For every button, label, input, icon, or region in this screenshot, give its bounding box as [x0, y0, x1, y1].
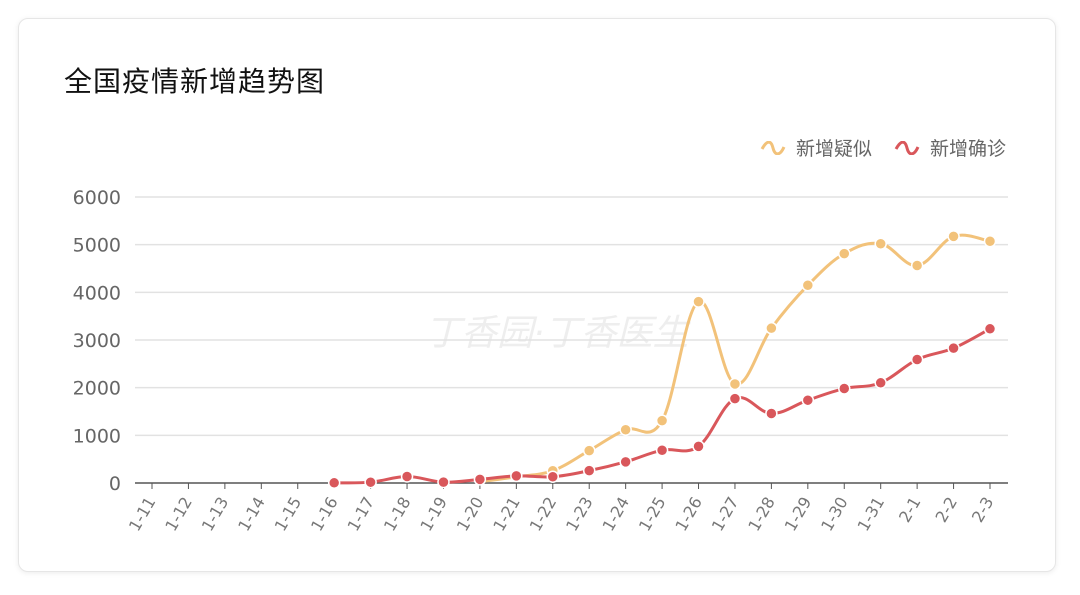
watermark: 丁香园·丁香医生	[425, 313, 691, 354]
data-point	[728, 392, 742, 405]
data-point	[364, 475, 377, 489]
x-tick-label: 1-12	[161, 494, 196, 535]
y-tick-label: 3000	[73, 330, 121, 352]
y-tick-label: 2000	[73, 378, 121, 400]
x-tick-label: 2-3	[968, 494, 998, 526]
data-point	[910, 353, 924, 366]
data-point	[838, 247, 851, 260]
data-point	[619, 423, 632, 436]
data-point	[582, 464, 596, 477]
data-point	[437, 475, 450, 489]
x-tick-label: 1-22	[526, 494, 561, 535]
data-point	[947, 341, 960, 355]
x-tick-label: 1-14	[234, 494, 269, 535]
y-tick-label: 4000	[73, 282, 121, 304]
data-point	[400, 470, 414, 483]
x-tick-label: 1-20	[453, 494, 488, 535]
x-tick-label: 1-13	[198, 494, 233, 535]
x-tick-label: 1-19	[416, 494, 451, 535]
legend-label: 新增确诊	[929, 138, 1006, 160]
data-point	[728, 377, 742, 391]
data-point	[765, 321, 778, 335]
data-point	[473, 473, 487, 486]
data-point	[582, 444, 596, 457]
y-tick-label: 0	[109, 473, 121, 495]
chart-card	[18, 18, 1056, 572]
x-tick-label: 1-29	[781, 494, 816, 535]
x-tick-label: 1-27	[708, 494, 743, 535]
data-point	[765, 407, 778, 420]
legend: 新增疑似 新增确诊	[760, 134, 1006, 161]
x-tick-label: 2-1	[895, 494, 925, 526]
x-tick-label: 1-18	[380, 494, 415, 535]
x-tick-label: 1-11	[125, 494, 160, 535]
series-line-suspected	[479, 233, 991, 484]
y-tick-label: 6000	[73, 187, 121, 209]
x-tick-label: 1-24	[599, 494, 634, 535]
data-point	[327, 476, 341, 490]
x-tick-label: 1-23	[562, 494, 597, 535]
legend-label: 新增疑似	[795, 138, 872, 160]
x-tick-label: 1-21	[489, 494, 524, 535]
chart-title: 全国疫情新增趋势图	[64, 65, 326, 98]
data-point	[910, 259, 924, 272]
data-point	[874, 376, 887, 390]
data-point	[655, 443, 669, 457]
x-tick-label: 1-28	[744, 494, 779, 535]
data-point	[947, 230, 960, 243]
x-tick-label: 1-26	[671, 494, 706, 535]
data-point	[619, 455, 632, 469]
x-tick-label: 2-2	[932, 494, 962, 526]
data-point	[983, 322, 997, 336]
data-point	[801, 393, 815, 407]
x-tick-label: 1-31	[854, 494, 889, 535]
data-point	[838, 382, 851, 395]
x-tick-label: 1-30	[817, 494, 852, 535]
x-tick-label: 1-17	[343, 494, 378, 535]
data-point	[983, 234, 997, 248]
legend-wave-icon	[894, 140, 920, 155]
legend-wave-icon	[760, 140, 786, 155]
x-tick-label: 1-15	[271, 494, 306, 535]
y-tick-label: 5000	[73, 235, 121, 257]
data-point	[874, 237, 887, 251]
legend-item-confirmed[interactable]: 新增确诊	[894, 134, 1006, 161]
data-point	[692, 440, 705, 453]
data-point	[546, 470, 560, 484]
data-point	[510, 469, 523, 483]
data-point	[801, 279, 815, 292]
y-tick-label: 1000	[73, 425, 121, 447]
data-point	[655, 414, 669, 427]
legend-item-suspected[interactable]: 新增疑似	[760, 134, 872, 161]
x-tick-label: 1-16	[307, 494, 342, 535]
x-tick-label: 1-25	[635, 494, 670, 535]
data-point	[692, 295, 705, 308]
